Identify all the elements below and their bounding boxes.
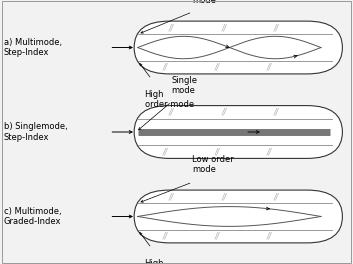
- Text: //: //: [163, 63, 168, 72]
- Text: c) Multimode,
Graded-Index: c) Multimode, Graded-Index: [4, 207, 61, 226]
- Text: //: //: [273, 108, 279, 117]
- Text: Low order
mode: Low order mode: [192, 0, 234, 5]
- Text: b) Singlemode,
Step-Index: b) Singlemode, Step-Index: [4, 122, 67, 142]
- Text: //: //: [221, 23, 226, 32]
- Text: //: //: [267, 63, 272, 72]
- Text: //: //: [267, 147, 272, 156]
- Text: //: //: [215, 63, 220, 72]
- Text: //: //: [221, 192, 226, 201]
- Text: //: //: [169, 23, 174, 32]
- Text: //: //: [169, 192, 174, 201]
- Text: Single
mode: Single mode: [172, 76, 198, 95]
- Text: //: //: [163, 232, 168, 241]
- Text: a) Multimode,
Step-Index: a) Multimode, Step-Index: [4, 38, 62, 57]
- Text: High
order mode: High order mode: [145, 90, 194, 109]
- Text: //: //: [221, 108, 226, 117]
- Text: //: //: [273, 23, 279, 32]
- Text: High
order mode: High order mode: [145, 259, 194, 264]
- Text: //: //: [273, 192, 279, 201]
- Text: //: //: [267, 232, 272, 241]
- Text: Low order
mode: Low order mode: [192, 155, 234, 174]
- Text: //: //: [163, 147, 168, 156]
- FancyBboxPatch shape: [134, 106, 342, 158]
- FancyBboxPatch shape: [134, 190, 342, 243]
- FancyBboxPatch shape: [134, 21, 342, 74]
- Text: //: //: [215, 232, 220, 241]
- Text: //: //: [169, 108, 174, 117]
- Text: //: //: [215, 147, 220, 156]
